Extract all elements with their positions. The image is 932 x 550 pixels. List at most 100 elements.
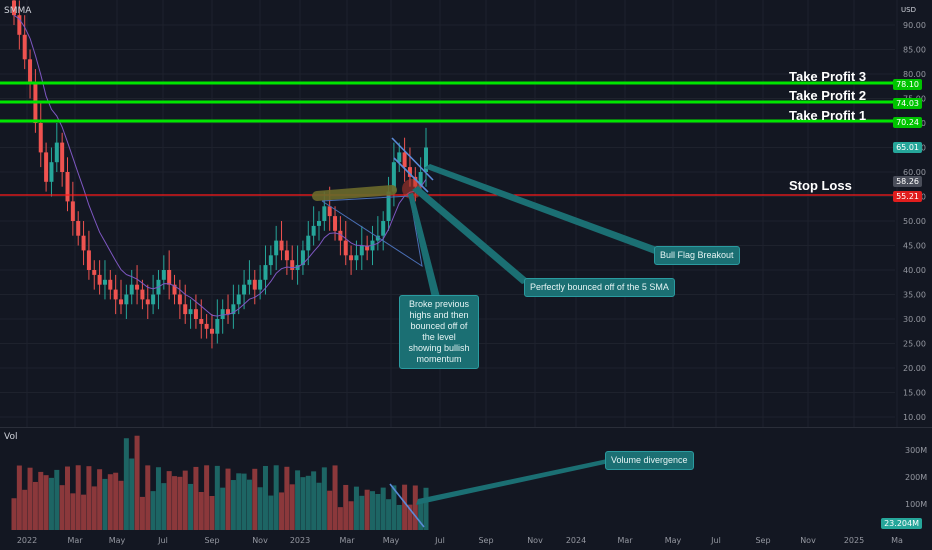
candle-body: [359, 245, 364, 256]
time-tick-label: Jul: [434, 536, 445, 545]
time-tick-label: May: [383, 536, 400, 545]
candle-body: [199, 319, 204, 324]
sma-bounce-callout[interactable]: Perfectly bounced off of the 5 SMA: [524, 278, 675, 297]
candle-body: [284, 250, 289, 261]
volume-bar: [230, 480, 236, 530]
candle-body: [391, 162, 396, 192]
time-tick-label: Ma: [891, 536, 903, 545]
volume-bar: [359, 495, 365, 530]
candle-body: [86, 250, 91, 270]
pane-divider[interactable]: [0, 427, 932, 428]
volume-bar: [289, 484, 295, 530]
volume-bar: [348, 501, 354, 530]
bull-flag-callout[interactable]: Bull Flag Breakout: [654, 246, 740, 265]
candle-body: [124, 294, 129, 305]
smma-line: [13, 14, 427, 317]
stop-loss-text: Stop Loss: [789, 178, 852, 193]
candle-body: [354, 255, 359, 261]
candle-body: [306, 235, 311, 251]
candle-body: [92, 270, 97, 275]
volume-bar: [166, 471, 172, 530]
volume-bar: [268, 495, 274, 530]
candle-body: [22, 34, 27, 60]
volume-bar: [182, 470, 188, 530]
broke-highs-callout[interactable]: Broke previous highs and then bounced of…: [399, 295, 479, 369]
candle-body: [311, 225, 316, 236]
price-tick-label: 45.00: [903, 242, 926, 251]
time-tick-label: 2022: [17, 536, 37, 545]
broke-highs-pointer: [408, 193, 440, 298]
volume-bar: [155, 467, 161, 530]
candle-body: [38, 123, 43, 153]
candle-body: [300, 250, 305, 266]
volume-bar: [81, 494, 87, 530]
candle-body: [97, 274, 102, 285]
candle-body: [161, 270, 166, 280]
flag-line-bottom: [393, 157, 429, 193]
volume-bar: [273, 465, 279, 530]
volume-bar: [38, 471, 44, 530]
volume-bar: [198, 492, 204, 530]
price-tick-label: 25.00: [903, 340, 926, 349]
candle-body: [12, 0, 16, 16]
volume-bar: [321, 467, 327, 530]
volume-bar: [209, 496, 215, 530]
candle-body: [274, 240, 279, 256]
volume-bar: [214, 465, 220, 530]
candle-body: [349, 255, 354, 261]
time-tick-label: Mar: [617, 536, 633, 545]
candle-body: [183, 304, 188, 315]
volume-bar: [65, 466, 71, 530]
volume-bar: [16, 465, 22, 530]
indicator-label[interactable]: SMMA: [4, 6, 32, 16]
price-tick-label: 40.00: [903, 266, 926, 275]
volume-bar: [327, 490, 333, 530]
volume-bar: [407, 504, 413, 530]
volume-bar: [193, 466, 199, 530]
price-tick-label: 60.00: [903, 168, 926, 177]
price-tick-label: 90.00: [903, 21, 926, 30]
candle-body: [338, 230, 343, 241]
candle-body: [365, 245, 370, 251]
volume-div-pointer: [416, 458, 614, 505]
time-tick-label: Sep: [478, 536, 493, 545]
candle-body: [81, 235, 86, 251]
take-profit-2-text: Take Profit 2: [789, 88, 867, 103]
volume-bar: [241, 473, 247, 530]
candle-body: [135, 284, 140, 290]
candle-body: [268, 255, 273, 266]
volume-bar: [161, 483, 167, 530]
volume-bar: [204, 465, 210, 530]
candle-body: [129, 284, 134, 295]
candle-body: [333, 216, 338, 231]
candle-body: [258, 279, 263, 290]
candle-body: [28, 59, 33, 84]
time-tick-label: Nov: [252, 536, 268, 545]
take-profit-1-text: Take Profit 1: [789, 108, 867, 123]
candle-body: [236, 294, 241, 305]
volume-bar: [54, 469, 60, 530]
price-tick-label: 10.00: [903, 413, 926, 422]
time-tick-label: 2023: [290, 536, 310, 545]
volume-bar: [257, 487, 263, 530]
volume-bar: [113, 472, 119, 530]
volume-bar: [364, 489, 370, 530]
volume-bar: [305, 475, 311, 530]
candle-body: [215, 319, 220, 334]
volume-divergence-callout[interactable]: Volume divergence: [605, 451, 694, 470]
volume-label[interactable]: Vol: [4, 432, 18, 442]
volume-axis[interactable]: 300M 200M 100M: [905, 446, 927, 509]
volume-tick-label: 200M: [905, 473, 927, 482]
volume-bar: [396, 504, 402, 530]
volume-bar: [316, 482, 322, 530]
time-axis[interactable]: 2022 Mar May Jul Sep Nov 2023 Mar May Jul Sep Nov 20…: [17, 536, 903, 545]
volume-bar: [402, 484, 408, 530]
candle-body: [343, 240, 348, 256]
price-tick-label: 50.00: [903, 217, 926, 226]
candle-body: [102, 279, 107, 285]
volume-bar: [311, 471, 317, 530]
candle-body: [193, 309, 198, 319]
volume-bar: [27, 467, 33, 530]
candle-body: [76, 221, 81, 236]
breakout-triangle: [321, 195, 423, 268]
